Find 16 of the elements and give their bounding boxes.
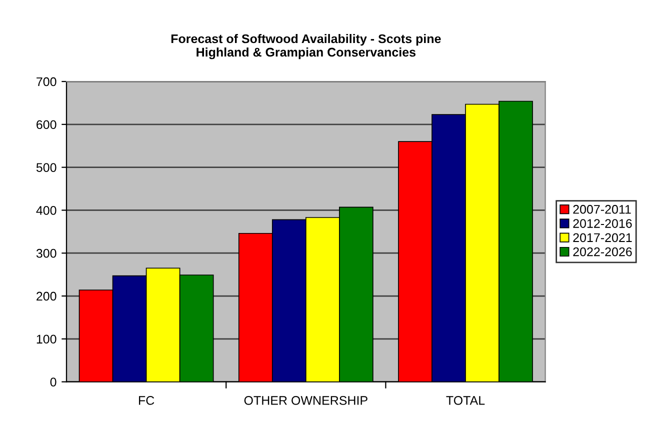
y-tick-label: 100 [36,334,56,344]
y-tick-label: 500 [36,163,56,172]
legend-label: 2017-2021 [573,233,632,242]
x-tick-label: TOTAL [446,396,485,405]
legend-label: 2022-2026 [573,247,632,256]
y-tick-label: 700 [36,77,56,86]
y-tick-label: 400 [36,206,56,215]
x-tick-label: FC [138,396,154,405]
chart-title: Forecast of Softwood Availability - Scots pine Highland & Grampian Conservancies [171,34,441,60]
y-tick-label: 0 [50,378,56,386]
legend-label: 2007-2011 [573,204,631,214]
legend-label: 2012-2016 [573,219,632,228]
y-tick-label: 200 [36,292,56,301]
y-tick-label: 300 [36,248,56,258]
y-tick-label: 600 [36,120,56,130]
x-tick-label: OTHER OWNERSHIP [244,396,368,405]
